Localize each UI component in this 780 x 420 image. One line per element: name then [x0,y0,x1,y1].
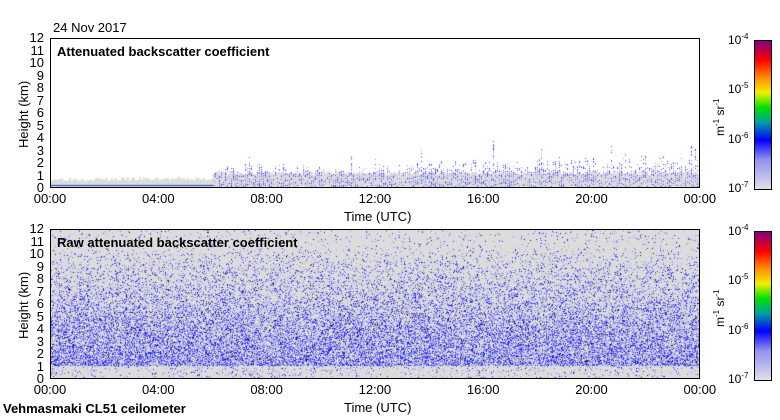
x-tick-label: 00:00 [683,382,717,397]
y-tick-label: 12 [29,221,44,236]
y-tick-label: 8 [36,80,44,95]
y-axis-label: Height (km) [16,271,31,339]
y-tick-label: 12 [29,30,44,45]
colorbar-tick: 10-4 [728,223,749,238]
x-tick-label: 00:00 [33,382,67,397]
y-tick-label: 6 [36,105,44,120]
x-tick-label: 04:00 [142,191,175,206]
date-label: 24 Nov 2017 [53,20,127,35]
y-tick-label: 0 [36,180,44,195]
colorbar-tick: 10-4 [728,32,749,47]
x-tick-label: 04:00 [142,382,175,397]
y-tick-label: 11 [30,42,45,58]
y-tick-label: 1 [36,358,44,374]
colorbar-unit: m-1 sr-1 [712,98,727,136]
y-tick-label: 10 [29,55,44,70]
y-tick-label: 1 [36,167,44,183]
x-tick-label: 00:00 [683,191,717,206]
colorbar-tick: 10-7 [728,179,749,195]
y-tick-label: 5 [36,117,44,133]
y-tick-label: 0 [36,371,44,386]
x-tick-label: 00:00 [33,191,67,206]
y-tick-label: 11 [30,233,45,249]
y-tick-label: 2 [36,155,44,170]
x-axis-label: Time (UTC) [344,209,412,224]
y-tick-label: 4 [36,321,44,336]
y-tick-label: 9 [36,67,44,83]
x-tick-label: 08:00 [250,382,283,397]
x-tick-label: 20:00 [575,382,608,397]
x-tick-label: 16:00 [466,191,500,206]
panel-title: Raw attenuated backscatter coefficient [57,235,298,250]
x-tick-label: 16:00 [466,382,500,397]
panel-attenuated: Attenuated backscatter coefficient 0 1 2 3 4 5… [0,30,780,233]
y-tick-label: 3 [36,142,44,158]
station-label: Vehmasmaki CL51 ceilometer [3,401,186,416]
colorbar-tick: 10-5 [728,272,749,288]
colorbar-tick: 10-5 [728,81,749,97]
y-tick-label: 7 [36,92,44,108]
colorbar-unit: m-1 sr-1 [712,289,727,327]
x-tick-label: 08:00 [250,191,283,206]
colorbar [754,40,772,190]
y-tick-label: 5 [36,308,44,324]
y-tick-label: 8 [36,271,44,286]
x-tick-label: 20:00 [575,191,608,206]
y-tick-label: 3 [36,333,44,349]
plot-area: Raw attenuated backscatter coefficient [50,229,700,379]
colorbar-tick: 10-6 [728,130,749,146]
y-tick-label: 9 [36,258,44,274]
backscatter-heatmap [51,39,699,187]
colorbar-tick: 10-7 [728,370,749,386]
y-tick-label: 4 [36,130,44,145]
x-axis-label: Time (UTC) [344,400,412,415]
y-tick-label: 6 [36,296,44,311]
y-axis-label: Height (km) [16,80,31,148]
y-tick-label: 7 [36,283,44,299]
panel-title: Attenuated backscatter coefficient [57,44,270,59]
colorbar-tick: 10-6 [728,321,749,337]
plot-area: Attenuated backscatter coefficient [50,38,700,188]
x-tick-label: 12:00 [358,382,392,397]
y-tick-label: 2 [36,346,44,361]
backscatter-heatmap [51,230,699,378]
y-tick-label: 10 [29,246,44,261]
panel-raw: Raw attenuated backscatter coefficient 0 1… [0,221,780,420]
colorbar [754,231,772,381]
x-tick-label: 12:00 [358,191,392,206]
